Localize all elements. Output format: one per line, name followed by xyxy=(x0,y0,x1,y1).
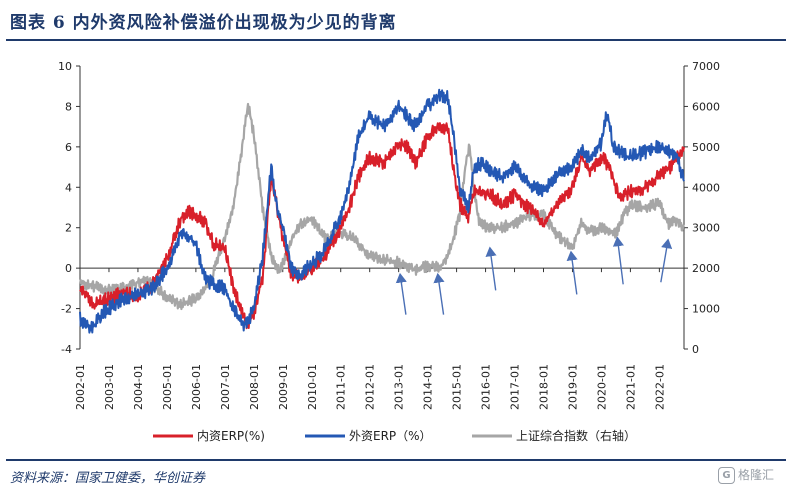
erp-chart: -4 -2 0 2 4 6 8 10 0 1000 2000 3000 4000 5000 6000 7000… xyxy=(58,60,720,443)
x-tick-label: 2012-01 xyxy=(364,364,377,410)
x-tick-label: 2006-01 xyxy=(190,364,203,410)
y-left-tick-label: 4 xyxy=(65,181,72,194)
annotation-arrow xyxy=(433,272,445,315)
x-tick-label: 2020-01 xyxy=(595,364,608,410)
legend-label: 内资ERP(%) xyxy=(197,429,265,443)
source-note: 资料来源：国家卫健委，华创证券 xyxy=(10,471,206,486)
legend-label: 上证综合指数（右轴） xyxy=(516,428,636,443)
footer-rule xyxy=(6,459,786,461)
watermark-text: 格隆汇 xyxy=(738,468,775,482)
x-tick-label: 2013-01 xyxy=(393,364,406,410)
y-left-tick-label: -4 xyxy=(61,343,72,356)
x-tick-label: 2014-01 xyxy=(422,364,435,410)
y-right-tick-label: 6000 xyxy=(692,100,720,113)
y-right-tick-label: 5000 xyxy=(692,141,720,154)
annotation-arrow xyxy=(660,238,673,283)
page-title: 图表 6 内外资风险补偿溢价出现极为少见的背离 xyxy=(10,13,397,33)
annotation-arrow xyxy=(485,246,497,291)
annotation-arrow xyxy=(612,236,624,285)
x-tick-label: 2002-01 xyxy=(74,364,87,410)
legend: 内资ERP(%) 外资ERP（%） 上证综合指数（右轴） xyxy=(153,428,636,443)
y-right-tick-label: 0 xyxy=(692,343,699,356)
x-tick-label: 2016-01 xyxy=(480,364,493,410)
series-line-domestic-erp xyxy=(79,122,685,330)
x-tick-label: 2017-01 xyxy=(509,364,522,410)
watermark: G 格隆汇 xyxy=(718,466,774,484)
title-rule xyxy=(6,39,786,41)
x-tick-label: 2009-01 xyxy=(277,364,290,410)
x-tick-label: 2019-01 xyxy=(566,364,579,410)
x-tick-label: 2007-01 xyxy=(219,364,232,410)
series-line-shanghai-index xyxy=(78,102,686,311)
y-right-tick-label: 2000 xyxy=(692,262,720,275)
x-tick-label: 2021-01 xyxy=(624,364,637,410)
y-left-tick-label: 8 xyxy=(65,100,72,113)
legend-label: 外资ERP（%） xyxy=(349,429,432,443)
x-tick-label: 2004-01 xyxy=(132,364,145,410)
y-left-tick-label: 2 xyxy=(65,222,72,235)
watermark-logo-icon: G xyxy=(718,467,735,484)
x-tick-label: 2003-01 xyxy=(103,364,116,410)
x-tick-label: 2022-01 xyxy=(653,364,666,410)
x-tick-label: 2008-01 xyxy=(248,364,261,410)
x-tick-label: 2015-01 xyxy=(451,364,464,410)
y-left-tick-label: 6 xyxy=(65,141,72,154)
annotation-arrow xyxy=(566,250,578,295)
y-right-tick-label: 3000 xyxy=(692,222,720,235)
chart-marks xyxy=(78,88,686,334)
x-tick-label: 2011-01 xyxy=(335,364,348,410)
axes: -4 -2 0 2 4 6 8 10 0 1000 2000 3000 4000 5000 6000 7000… xyxy=(58,60,720,410)
y-left-tick-label: -2 xyxy=(61,303,72,316)
series-line-foreign-erp xyxy=(79,88,685,334)
annotation-arrow xyxy=(395,272,407,315)
y-right-tick-label: 1000 xyxy=(692,303,720,316)
x-tick-label: 2010-01 xyxy=(306,364,319,410)
y-right-tick-label: 7000 xyxy=(692,60,720,73)
y-left-tick-label: 10 xyxy=(58,60,72,73)
x-tick-label: 2005-01 xyxy=(161,364,174,410)
y-left-tick-label: 0 xyxy=(65,262,72,275)
x-tick-label: 2018-01 xyxy=(538,364,551,410)
y-right-tick-label: 4000 xyxy=(692,181,720,194)
